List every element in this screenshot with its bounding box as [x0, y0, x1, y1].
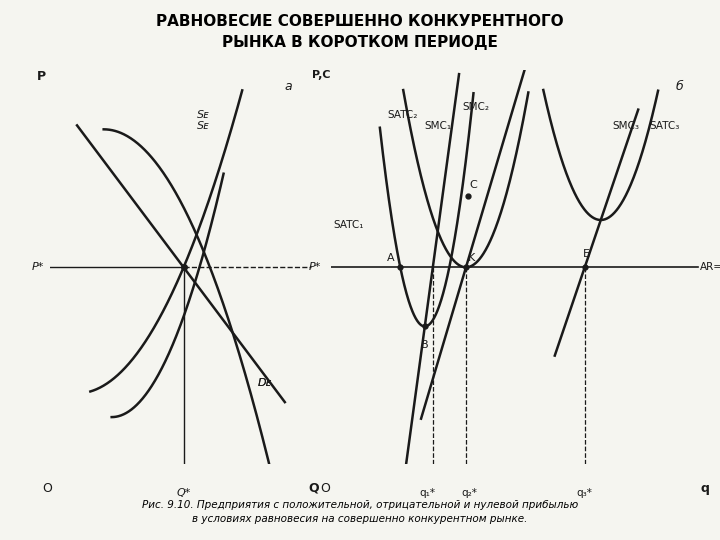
Text: Sᴇ: Sᴇ	[197, 122, 210, 131]
Text: O: O	[42, 482, 53, 495]
Text: P*: P*	[309, 262, 321, 272]
Text: Sᴇ: Sᴇ	[197, 110, 210, 119]
Text: P*: P*	[32, 262, 44, 272]
Text: Dᴇ: Dᴇ	[258, 377, 272, 388]
Text: q₁*: q₁*	[419, 488, 435, 498]
Text: Q*: Q*	[176, 488, 191, 498]
Text: Dᴇ: Dᴇ	[258, 377, 272, 388]
Text: q₃*: q₃*	[577, 488, 593, 498]
Text: SATC₁: SATC₁	[333, 220, 364, 230]
Text: SMC₂: SMC₂	[462, 102, 490, 112]
Text: SATC₃: SATC₃	[649, 122, 680, 131]
Text: B: B	[421, 340, 428, 350]
Text: P: P	[37, 70, 46, 83]
Text: q: q	[701, 482, 709, 495]
Text: Q: Q	[309, 482, 320, 495]
Text: A: A	[387, 253, 395, 264]
Text: C: C	[469, 180, 477, 191]
Text: РЫНКА В КОРОТКОМ ПЕРИОДЕ: РЫНКА В КОРОТКОМ ПЕРИОДЕ	[222, 35, 498, 50]
Text: SMC₃: SMC₃	[612, 122, 639, 131]
Text: SATC₂: SATC₂	[387, 110, 418, 119]
Text: K: K	[468, 253, 475, 264]
Text: P,C: P,C	[312, 70, 331, 80]
Text: в условиях равновесия на совершенно конкурентном рынке.: в условиях равновесия на совершенно конк…	[192, 514, 528, 524]
Text: E: E	[583, 249, 590, 259]
Text: O: O	[320, 482, 330, 495]
Text: SMC₁: SMC₁	[425, 122, 452, 131]
Text: Рис. 9.10. Предприятия с положительной, отрицательной и нулевой прибылью: Рис. 9.10. Предприятия с положительной, …	[142, 500, 578, 510]
Text: б: б	[675, 80, 683, 93]
Text: а: а	[285, 80, 292, 93]
Text: q₂*: q₂*	[462, 488, 477, 498]
Text: AR=MR: AR=MR	[700, 262, 720, 272]
Text: РАВНОВЕСИЕ СОВЕРШЕННО КОНКУРЕНТНОГО: РАВНОВЕСИЕ СОВЕРШЕННО КОНКУРЕНТНОГО	[156, 14, 564, 29]
